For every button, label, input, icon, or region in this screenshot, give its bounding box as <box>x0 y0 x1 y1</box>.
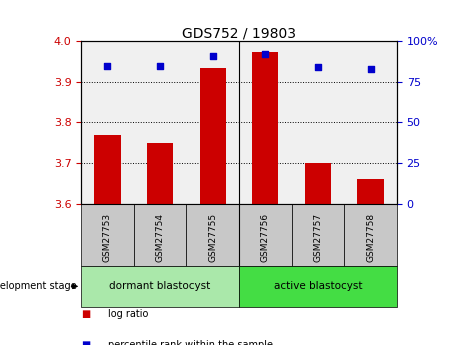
Bar <box>134 204 186 266</box>
Text: GSM27755: GSM27755 <box>208 213 217 262</box>
Text: log ratio: log ratio <box>108 309 149 319</box>
Point <box>314 65 322 70</box>
Text: ■: ■ <box>81 340 90 345</box>
Text: percentile rank within the sample: percentile rank within the sample <box>108 340 273 345</box>
Bar <box>252 51 278 204</box>
Point <box>262 52 269 57</box>
Title: GDS752 / 19803: GDS752 / 19803 <box>182 26 296 40</box>
Bar <box>81 266 239 307</box>
Bar <box>199 68 226 204</box>
Bar <box>81 204 134 266</box>
Bar <box>305 163 331 204</box>
Bar <box>239 204 292 266</box>
Bar <box>357 179 384 204</box>
Text: GSM27753: GSM27753 <box>103 213 112 262</box>
Text: development stage: development stage <box>0 282 77 291</box>
Text: dormant blastocyst: dormant blastocyst <box>110 282 211 291</box>
Point <box>209 53 216 59</box>
Bar <box>94 135 120 204</box>
Text: ■: ■ <box>81 309 90 319</box>
Text: GSM27756: GSM27756 <box>261 213 270 262</box>
Text: active blastocyst: active blastocyst <box>274 282 362 291</box>
Text: GSM27754: GSM27754 <box>156 213 165 262</box>
Point <box>367 66 374 72</box>
Point <box>156 63 164 68</box>
Bar <box>239 266 397 307</box>
Text: GSM27757: GSM27757 <box>313 213 322 262</box>
Bar <box>186 204 239 266</box>
Bar <box>344 204 397 266</box>
Bar <box>147 143 173 204</box>
Point <box>104 63 111 68</box>
Bar <box>292 204 344 266</box>
Text: GSM27758: GSM27758 <box>366 213 375 262</box>
